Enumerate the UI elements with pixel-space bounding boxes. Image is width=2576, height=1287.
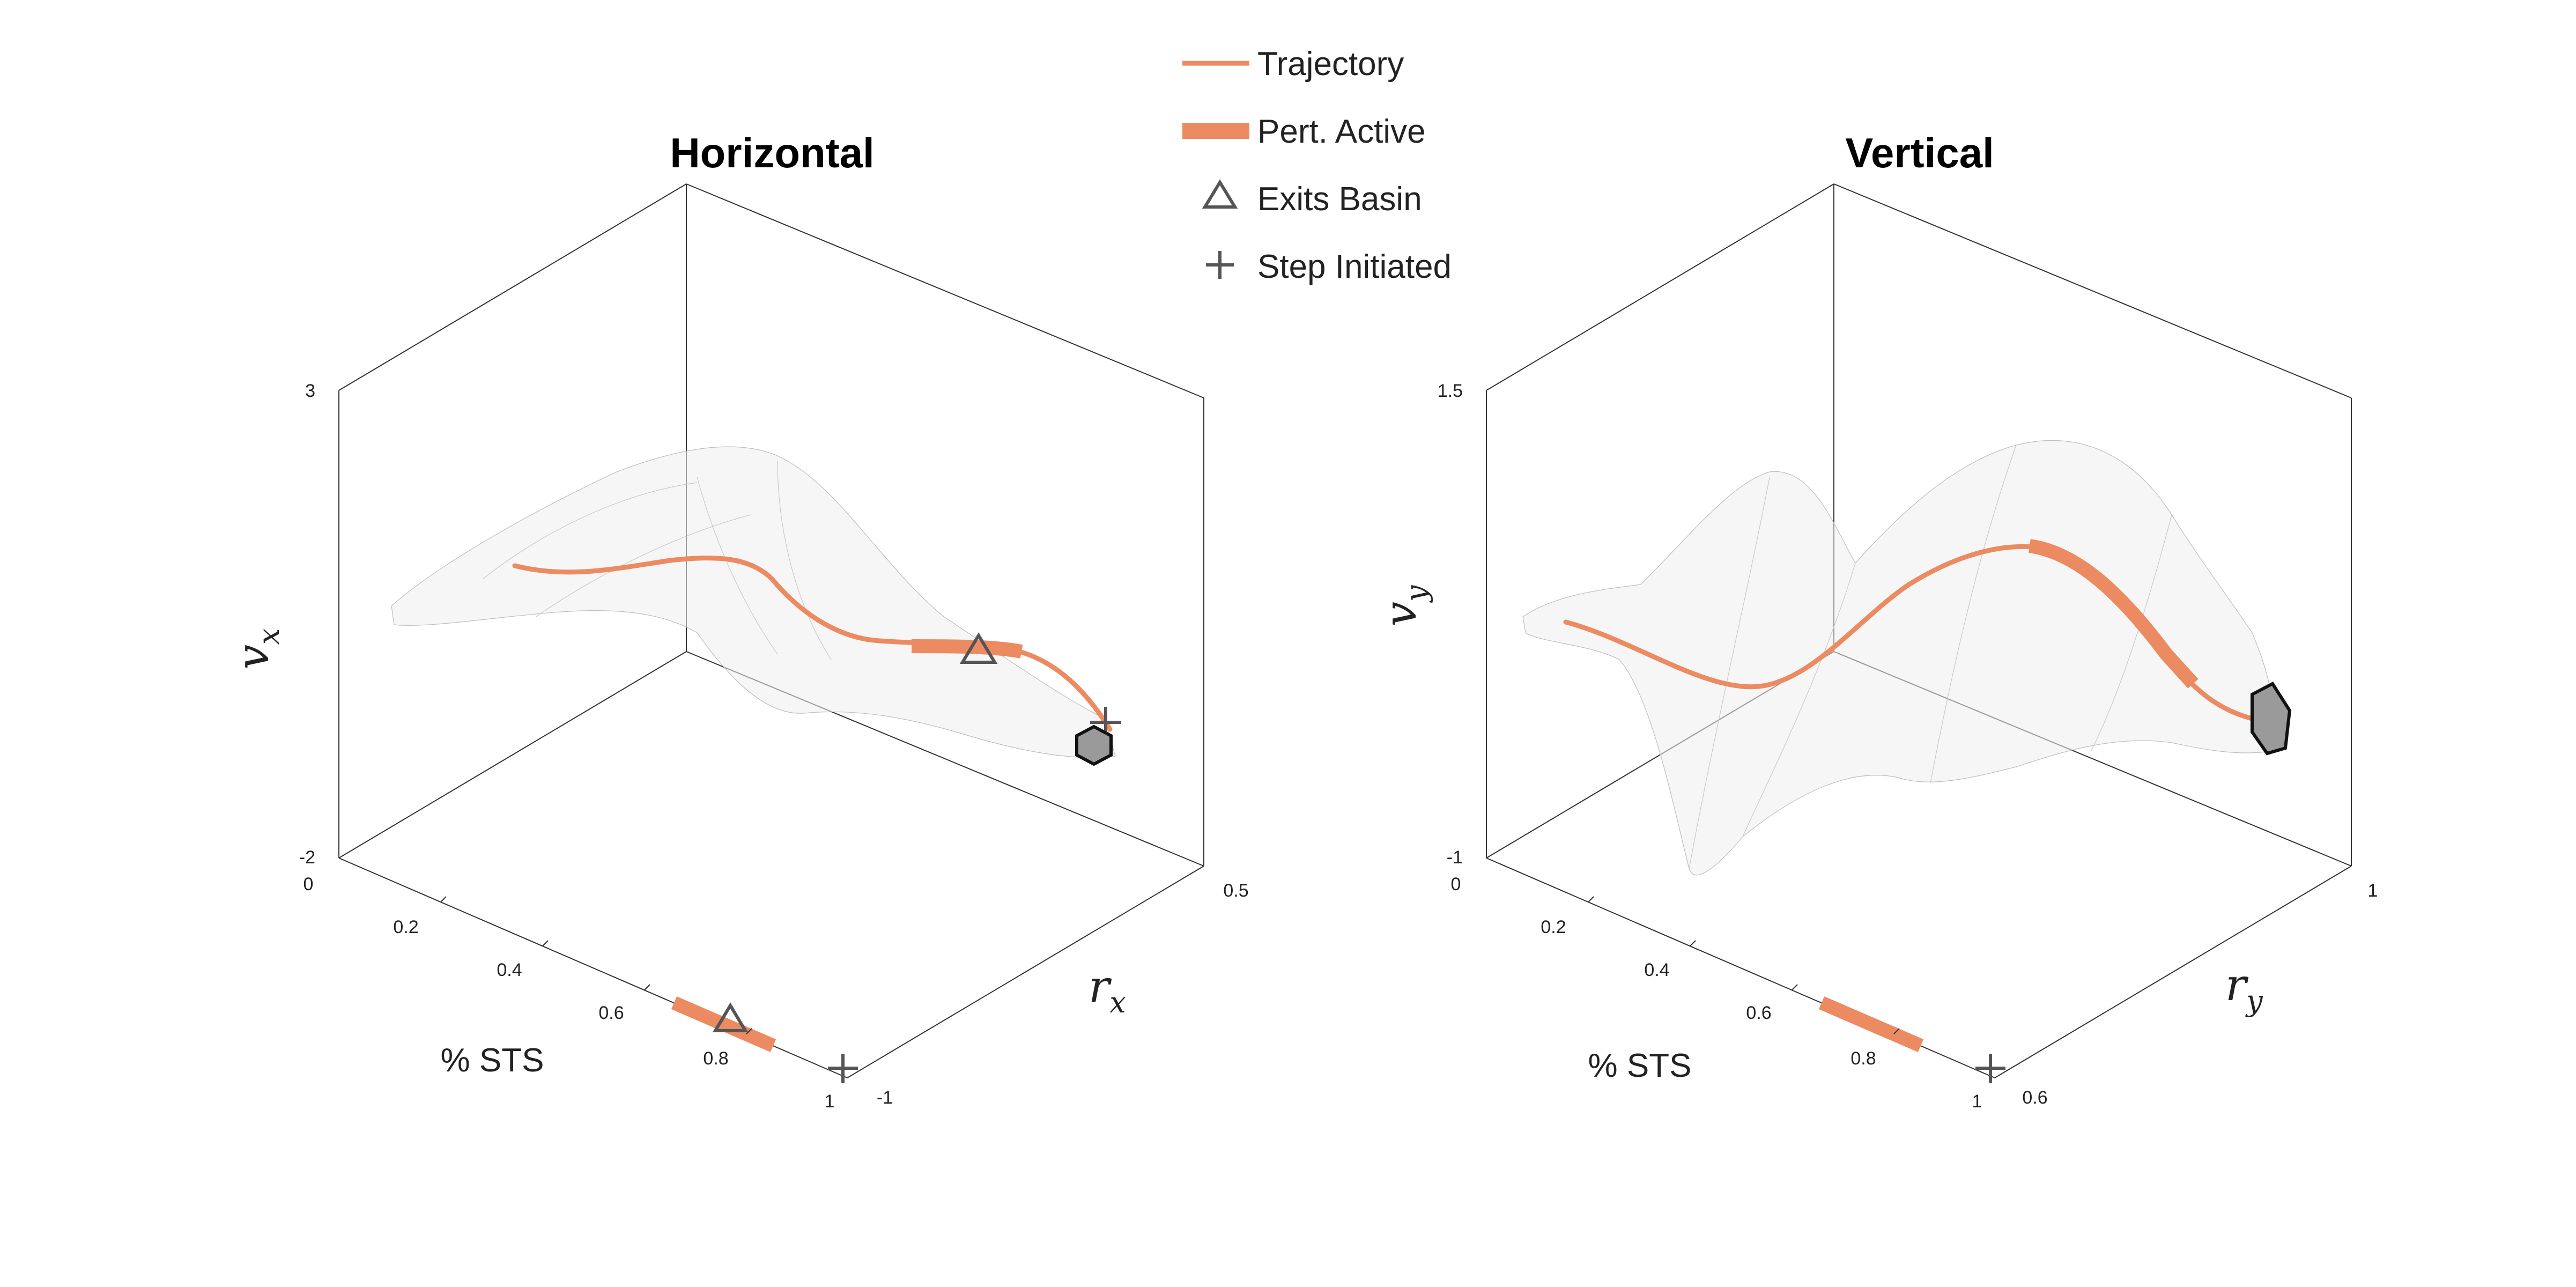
x-axis-ticks-vertical: 0 0.2 0.4 0.6 0.8 1 (1451, 874, 1982, 1112)
x-tick-label: 0.8 (1850, 1048, 1876, 1069)
legend-exits-basin-label: Exits Basin (1257, 181, 1422, 218)
basin-mesh-vertical (1522, 440, 2276, 876)
y-tick-label: 0.6 (2022, 1088, 2047, 1108)
exits-basin-floor-marker-horizontal (712, 1002, 749, 1032)
y-tick-label: 1 (2368, 881, 2378, 901)
x-axis-ticks-horizontal: 0 0.2 0.4 0.6 0.8 1 (304, 874, 835, 1112)
y-axis-label-vertical: ry (2225, 960, 2263, 1018)
z-tick-label: 3 (305, 381, 315, 401)
pert-active-floor-vertical (1818, 996, 1924, 1052)
final-state-marker-horizontal (1075, 724, 1113, 766)
pert-active-floor-horizontal (671, 996, 776, 1052)
legend: Trajectory Pert. Active Exits Basin Step… (1182, 46, 1452, 285)
z-axis-label-vertical: vy (1375, 585, 1433, 626)
x-tick-label: 0.6 (1746, 1003, 1771, 1023)
final-state-marker-vertical (2251, 682, 2292, 756)
axes-box-horizontal (338, 183, 1204, 1078)
pert-active-segment-vertical (2028, 539, 2199, 689)
x-tick-label: 1 (1972, 1091, 1982, 1112)
z-tick-label: 1.5 (1438, 381, 1463, 401)
x-axis-label-vertical: % STS (1588, 1047, 1692, 1084)
panel-horizontal: Horizontal (228, 129, 1249, 1112)
axes-box-vertical (1486, 183, 2352, 1078)
y-axis-label-horizontal: rx (1089, 961, 1126, 1019)
x-tick-label: 0.6 (598, 1003, 624, 1023)
z-tick-label: -1 (1447, 847, 1463, 868)
chart-title-horizontal: Horizontal (670, 129, 874, 176)
legend-trajectory-label: Trajectory (1257, 46, 1404, 83)
panel-vertical: Vertical 0 (1375, 129, 2378, 1112)
legend-step-initiated-label: Step Initiated (1257, 248, 1452, 285)
z-axis-label-horizontal: vx (228, 628, 286, 670)
x-tick-label: 0.4 (497, 960, 522, 980)
x-tick-label: 0.2 (1541, 917, 1566, 937)
basin-mesh-horizontal (391, 446, 1116, 758)
chart-title-vertical: Vertical (1845, 129, 1994, 176)
trajectory-line-horizontal (512, 556, 1113, 732)
z-tick-label: -2 (299, 847, 315, 868)
exits-basin-marker-horizontal (959, 632, 998, 664)
legend-pert-active-label: Pert. Active (1257, 113, 1426, 150)
x-axis-label-horizontal: % STS (441, 1042, 544, 1079)
x-tick-label: 0.4 (1644, 960, 1669, 980)
step-initiated-floor-marker-vertical (1975, 1054, 2005, 1083)
x-tick-label: 0 (1451, 874, 1461, 894)
legend-triangle-icon (1202, 179, 1238, 209)
x-tick-label: 0 (304, 874, 314, 894)
y-tick-label: 0.5 (1223, 881, 1248, 901)
y-tick-label: -1 (877, 1088, 893, 1108)
step-initiated-floor-marker-horizontal (828, 1054, 858, 1083)
legend-plus-icon (1206, 251, 1234, 279)
x-tick-label: 0.2 (393, 917, 418, 937)
x-tick-label: 0.8 (703, 1048, 728, 1069)
x-tick-label: 1 (825, 1091, 835, 1112)
pert-active-segment-horizontal (911, 639, 1023, 659)
